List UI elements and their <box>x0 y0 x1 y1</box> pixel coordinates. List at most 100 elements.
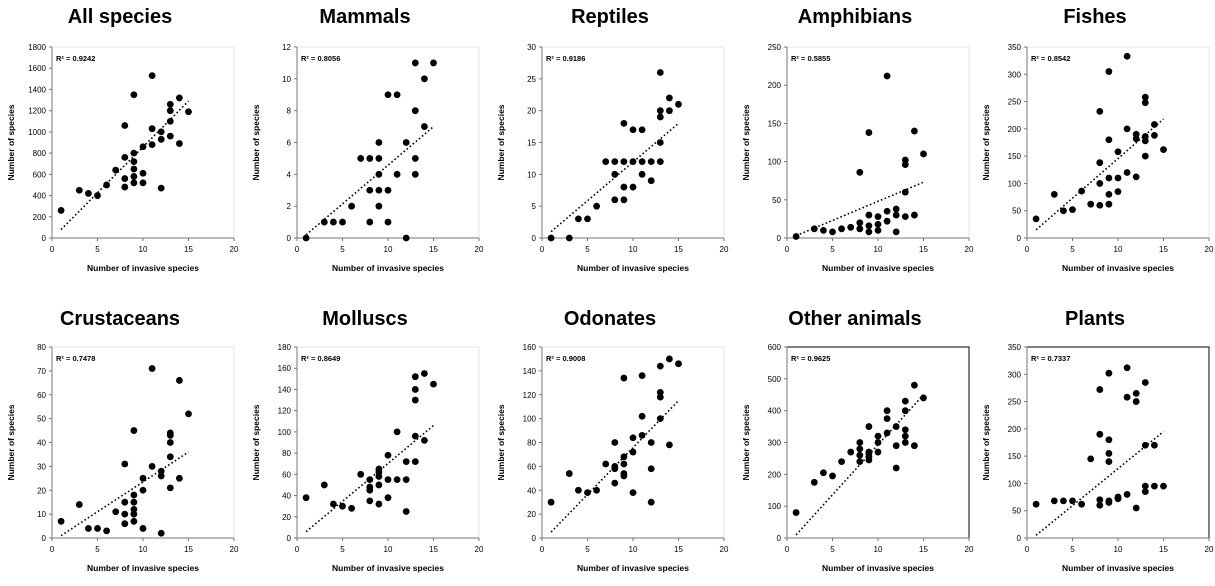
data-point <box>1087 200 1095 208</box>
data-point <box>874 213 882 221</box>
y-tick-label: 10 <box>37 510 46 519</box>
data-point <box>166 117 174 125</box>
data-point <box>920 150 927 158</box>
x-tick-label: 15 <box>184 245 193 254</box>
chart-panel-fishes: Fishes 0 50 100 150 200 250 300 350 0 5 10 15 20 Numbe… <box>975 0 1215 286</box>
plot-border <box>296 46 480 239</box>
data-point <box>565 234 573 242</box>
data-point <box>384 186 392 194</box>
data-point <box>865 211 873 219</box>
data-point <box>856 445 864 453</box>
data-point <box>1096 107 1104 115</box>
data-point <box>856 219 864 227</box>
y-tick-label: 250 <box>768 43 782 52</box>
data-point <box>1069 497 1076 505</box>
data-point <box>856 168 864 176</box>
data-point <box>856 439 864 446</box>
y-axis-label: Number of species <box>496 404 506 480</box>
y-tick-label: 2 <box>287 202 292 211</box>
x-tick-label: 5 <box>585 545 590 554</box>
x-axis-label: Number of invasive species <box>87 563 199 573</box>
y-tick-label: 40 <box>282 492 291 501</box>
x-tick-label: 20 <box>1205 545 1214 554</box>
data-point <box>666 107 673 115</box>
trend-line <box>1035 430 1165 536</box>
data-point <box>901 432 909 440</box>
data-point <box>883 429 891 437</box>
data-point <box>384 91 392 99</box>
data-point <box>375 186 383 194</box>
data-point <box>411 155 419 162</box>
y-tick-label: 20 <box>527 107 536 116</box>
y-tick-label: 250 <box>1008 98 1022 107</box>
data-point <box>411 458 419 465</box>
y-tick-label: 80 <box>282 449 291 458</box>
data-point <box>375 139 383 146</box>
y-axis-label: Number of species <box>496 104 506 180</box>
data-point <box>920 394 927 402</box>
data-point <box>892 442 900 450</box>
chart-panel-plants: Plants 0 50 100 150 200 250 300 350 0 5 10 15 20 Numbe… <box>975 300 1215 586</box>
data-point <box>384 218 392 226</box>
data-point <box>121 498 129 506</box>
data-point <box>865 222 873 230</box>
data-point <box>166 439 174 446</box>
data-point <box>57 517 65 525</box>
data-point <box>620 120 628 127</box>
data-point <box>602 158 610 166</box>
data-point <box>339 502 346 510</box>
data-point <box>547 234 555 242</box>
x-tick-label: 10 <box>1114 245 1123 254</box>
data-point <box>865 423 873 430</box>
data-point <box>901 156 909 164</box>
y-tick-label: 40 <box>37 439 46 448</box>
data-point <box>901 188 909 196</box>
data-point <box>121 510 129 518</box>
trend-line <box>550 400 680 533</box>
y-tick-label: 300 <box>768 439 782 448</box>
data-point <box>892 228 900 236</box>
x-tick-label: 20 <box>1205 245 1214 254</box>
data-point <box>629 434 637 442</box>
x-tick-label: 20 <box>965 545 974 554</box>
data-point <box>366 155 374 162</box>
data-point <box>883 207 891 215</box>
chart-panel-odonates: Odonates 0 20 40 60 80 100 120 140 160 0 5 10 15 20 Num… <box>490 300 730 586</box>
chart-title: Plants <box>1064 308 1126 330</box>
data-point <box>620 460 628 468</box>
data-point <box>75 501 83 508</box>
data-point <box>75 186 83 194</box>
data-point <box>1105 174 1113 182</box>
data-point <box>130 505 138 513</box>
data-point <box>565 470 573 477</box>
y-tick-label: 100 <box>768 502 782 511</box>
data-point <box>883 217 891 225</box>
data-point <box>611 479 619 487</box>
x-tick-label: 20 <box>475 545 484 554</box>
x-tick-label: 0 <box>50 545 55 554</box>
y-tick-label: 12 <box>282 43 291 52</box>
data-point <box>611 462 619 470</box>
y-tick-label: 8 <box>287 107 292 116</box>
y-axis-label: Number of species <box>251 404 261 480</box>
data-point <box>366 483 374 491</box>
data-point <box>829 228 836 236</box>
data-point <box>1141 488 1149 496</box>
data-point <box>638 431 646 439</box>
y-tick-label: 25 <box>527 75 536 84</box>
y-tick-label: 30 <box>37 462 46 471</box>
data-point <box>1123 125 1131 133</box>
data-point <box>121 183 129 191</box>
y-tick-label: 160 <box>523 343 537 352</box>
data-point <box>85 525 92 532</box>
data-point <box>1105 68 1113 75</box>
data-point <box>1096 386 1104 393</box>
data-point <box>892 423 900 430</box>
x-tick-label: 20 <box>475 245 484 254</box>
chart-panel-all-species: All species 0 200 400 600 800 1000 1200 1400 1600… <box>0 0 240 286</box>
y-tick-label: 30 <box>527 43 536 52</box>
data-point <box>130 158 138 166</box>
data-point <box>656 393 664 401</box>
y-tick-label: 150 <box>1008 452 1022 461</box>
chart-title: Reptiles <box>571 6 649 28</box>
